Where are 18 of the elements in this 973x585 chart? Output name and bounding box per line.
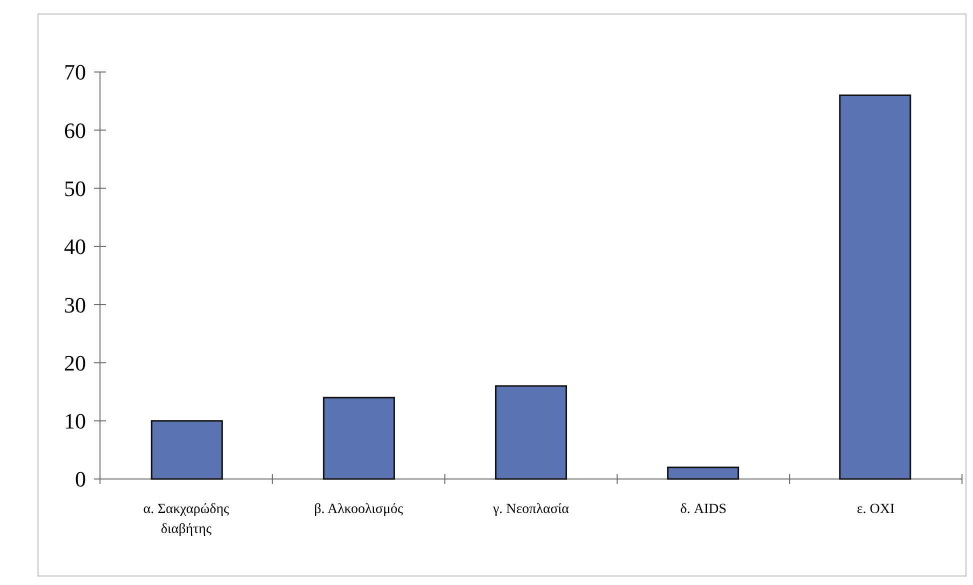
- y-tick-label: 10: [64, 408, 86, 434]
- bar: [839, 94, 912, 480]
- y-tick-label: 0: [75, 466, 86, 492]
- y-tick-label: 20: [64, 350, 86, 376]
- y-tick-label: 30: [64, 292, 86, 318]
- x-tick-label: δ. AIDS: [680, 502, 727, 517]
- bar: [322, 396, 395, 480]
- y-tick-label: 60: [64, 118, 86, 143]
- y-tick-label: 50: [64, 176, 86, 201]
- x-tick-label: α. Σακχαρώδης διαβήτης: [143, 502, 230, 537]
- bar: [667, 466, 740, 480]
- y-tick-label: 40: [64, 234, 86, 260]
- x-tick-label: β. Αλκοολισμός: [314, 502, 404, 517]
- bar: [494, 385, 568, 480]
- y-tick-label: 70: [64, 60, 86, 85]
- x-tick-label: γ. Νεοπλασία: [492, 502, 570, 517]
- bar: [150, 420, 223, 480]
- x-tick-label: ε. ΟΧΙ: [856, 502, 896, 517]
